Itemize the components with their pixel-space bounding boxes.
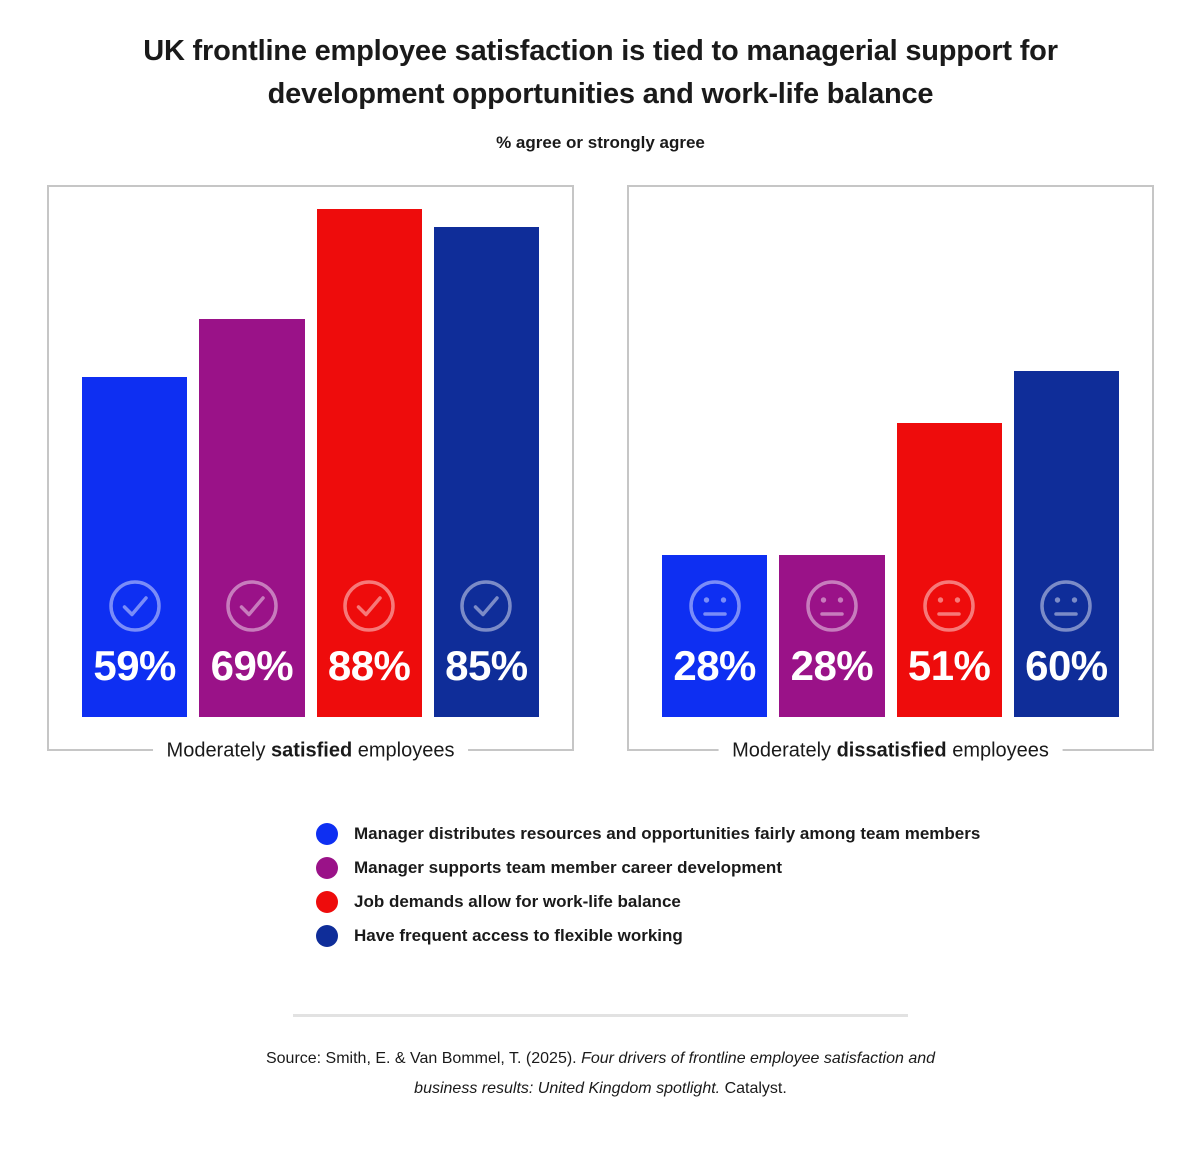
- source-text: Source: Smith, E. & Van Bommel, T. (2025…: [265, 1050, 577, 1067]
- legend-label: Manager distributes resources and opport…: [354, 824, 981, 843]
- bar-value-label: 88%: [327, 642, 411, 689]
- legend-swatch-circle: [316, 891, 338, 913]
- panel-caption-dissatisfied: Moderately dissatisfied employees: [718, 737, 1063, 765]
- bar-value-label: 51%: [907, 642, 991, 689]
- bar-value-label: 60%: [1025, 642, 1108, 689]
- bar-value-label: 59%: [93, 642, 176, 689]
- bar-value-label: 28%: [673, 642, 756, 689]
- bar-group-satisfied: 59% 69% 88%: [82, 209, 539, 717]
- bar-work-life-balance-satisfied: 88%: [316, 209, 422, 717]
- source-title-italic: business results: United Kingdom spotlig…: [414, 1080, 721, 1097]
- bar-value-label: 85%: [445, 642, 528, 689]
- legend-item-fair-resources: Manager distributes resources and opport…: [316, 823, 1201, 845]
- legend-label: Manager supports team member career deve…: [354, 858, 782, 877]
- legend-swatch-circle: [316, 925, 338, 947]
- panel-caption-satisfied: Moderately satisfied employees: [152, 737, 469, 765]
- bar-value-label: 28%: [790, 642, 874, 689]
- source-publisher: Catalyst.: [724, 1080, 787, 1097]
- legend-swatch-circle: [316, 857, 338, 879]
- chart-title-line-2: development opportunities and work-life …: [267, 78, 934, 110]
- neutral-face-icon: [1040, 580, 1093, 632]
- neutral-face-icon: [923, 580, 975, 632]
- bar-flexible-working-dissatisfied: 60%: [1013, 371, 1119, 717]
- bar-career-development-dissatisfied: 28%: [779, 555, 885, 717]
- bar-group-dissatisfied: 28% 28%: [662, 371, 1119, 717]
- check-circle-icon: [226, 580, 278, 632]
- legend: Manager distributes resources and opport…: [316, 823, 1201, 947]
- chart-subtitle: % agree or strongly agree: [496, 133, 705, 152]
- caption-suffix: employees: [952, 739, 1049, 762]
- panel-dissatisfied: 28% 28%: [627, 185, 1154, 765]
- bar-fair-resources-dissatisfied: 28%: [662, 555, 768, 717]
- check-circle-icon: [108, 580, 161, 632]
- neutral-face-icon: [806, 580, 858, 632]
- chart-title: UK frontline employee satisfaction is ti…: [0, 30, 1201, 116]
- bar-career-development-satisfied: 69%: [199, 319, 305, 717]
- legend-item-career-development: Manager supports team member career deve…: [316, 857, 1201, 879]
- bar-value-label: 69%: [210, 642, 294, 689]
- infographic: UK frontline employee satisfaction is ti…: [0, 30, 1201, 1173]
- check-circle-icon: [343, 580, 395, 632]
- check-circle-icon: [460, 580, 513, 632]
- caption-prefix: Moderately: [166, 739, 266, 762]
- caption-prefix: Moderately: [732, 739, 832, 762]
- source-line-2: business results: United Kingdom spotlig…: [0, 1074, 1201, 1104]
- bar-work-life-balance-dissatisfied: 51%: [896, 423, 1002, 717]
- bar-fair-resources-satisfied: 59%: [82, 377, 188, 717]
- legend-swatch-circle: [316, 823, 338, 845]
- panel-satisfied: 59% 69% 88%: [47, 185, 574, 765]
- source-line-1: Source: Smith, E. & Van Bommel, T. (2025…: [0, 1044, 1201, 1074]
- bar-flexible-working-satisfied: 85%: [433, 227, 539, 717]
- legend-item-flexible-working: Have frequent access to flexible working: [316, 925, 1201, 947]
- chart-title-line-1: UK frontline employee satisfaction is ti…: [143, 35, 1058, 67]
- caption-suffix: employees: [357, 739, 455, 762]
- legend-label: Job demands allow for work-life balance: [354, 892, 681, 911]
- caption-bold: dissatisfied: [836, 739, 947, 762]
- divider: [293, 1014, 908, 1017]
- chart-panels: 59% 69% 88%: [0, 185, 1201, 765]
- source-title-italic: Four drivers of frontline employee satis…: [581, 1050, 936, 1067]
- neutral-face-icon: [688, 580, 741, 632]
- legend-label: Have frequent access to flexible working: [354, 926, 683, 945]
- source-citation: Source: Smith, E. & Van Bommel, T. (2025…: [0, 1044, 1201, 1104]
- caption-bold: satisfied: [271, 739, 353, 762]
- legend-item-work-life-balance: Job demands allow for work-life balance: [316, 891, 1201, 913]
